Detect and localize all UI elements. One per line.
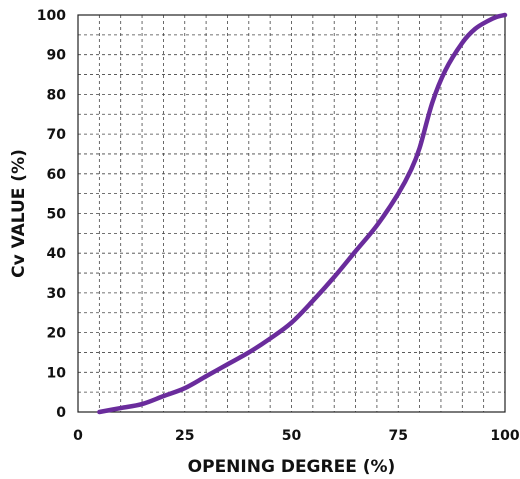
label-layer: 0 10 20 30 40 50 60 70 80 90 100 0 25 50 75 100	[37, 8, 520, 444]
y-axis-title: Cv VALUE (%)	[9, 149, 29, 278]
y-tick-label: 100	[37, 8, 66, 24]
y-tick-label: 90	[47, 48, 67, 64]
x-tick-label: 75	[389, 428, 408, 444]
y-tick-label: 10	[47, 365, 67, 381]
line-layer	[97, 12, 508, 415]
x-tick-label: 0	[73, 428, 83, 444]
x-tick-label: 50	[282, 428, 302, 444]
x-tick-label: 100	[490, 428, 519, 444]
y-tick-label: 40	[47, 246, 67, 262]
grid-layer	[78, 15, 505, 412]
y-tick-label: 30	[47, 286, 67, 302]
x-axis-title: OPENING DEGREE (%)	[188, 457, 396, 477]
y-tick-label: 20	[47, 326, 67, 342]
y-tick-label: 80	[47, 87, 67, 103]
x-tick-label: 25	[175, 428, 194, 444]
y-tick-label: 70	[47, 127, 67, 143]
y-tick-label: 50	[47, 207, 67, 223]
axis-layer	[77, 14, 506, 413]
cv-curve-line	[97, 12, 508, 415]
y-tick-label: 0	[56, 405, 66, 421]
plot-frame	[77, 14, 506, 413]
y-tick-label: 60	[47, 167, 67, 183]
